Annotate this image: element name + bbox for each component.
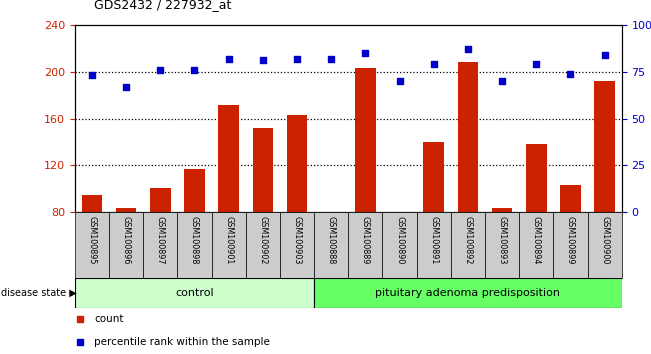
Point [326,56,337,61]
Text: GSM100896: GSM100896 [122,216,131,264]
Bar [109,212,143,278]
Point [565,71,575,76]
Point [428,61,439,67]
Point [360,50,370,56]
Bar [355,68,376,306]
Bar [253,128,273,306]
Bar [382,212,417,278]
Bar [423,142,444,306]
Bar [587,212,622,278]
Point [189,67,200,73]
Bar [150,188,171,306]
Bar [82,195,102,306]
Text: control: control [175,288,214,298]
Bar [280,212,314,278]
Bar [450,212,485,278]
Bar [553,212,587,278]
Bar [560,185,581,306]
Point [292,56,302,61]
Bar [286,115,307,306]
Bar [75,212,109,278]
Text: GSM100899: GSM100899 [566,216,575,264]
Text: GSM100894: GSM100894 [532,216,541,264]
Point [600,52,610,58]
Text: pituitary adenoma predisposition: pituitary adenoma predisposition [376,288,561,298]
Text: GSM100895: GSM100895 [87,216,96,264]
Point [497,78,507,84]
Bar [177,212,212,278]
Bar [519,212,553,278]
Bar [212,212,246,278]
Point [395,78,405,84]
Text: GSM100893: GSM100893 [497,216,506,264]
Text: disease state ▶: disease state ▶ [1,288,77,298]
Bar [314,278,622,308]
Bar [219,104,239,306]
Bar [116,208,137,306]
Text: GSM100901: GSM100901 [224,216,233,264]
Bar [458,62,478,306]
Text: GSM100890: GSM100890 [395,216,404,264]
Point [121,84,132,90]
Bar [314,212,348,278]
Bar [492,208,512,306]
Bar [485,212,519,278]
Bar [321,215,341,306]
Point [531,61,542,67]
Point [155,67,165,73]
Point [87,73,97,78]
Bar [246,212,280,278]
Text: GSM100892: GSM100892 [464,216,473,264]
Text: GSM100900: GSM100900 [600,216,609,264]
Text: GSM100891: GSM100891 [429,216,438,264]
Text: GSM100898: GSM100898 [190,216,199,264]
Bar [143,212,177,278]
Bar [75,278,314,308]
Text: GSM100888: GSM100888 [327,216,336,264]
Point [258,58,268,63]
Point [463,46,473,52]
Text: GDS2432 / 227932_at: GDS2432 / 227932_at [94,0,232,11]
Text: GSM100902: GSM100902 [258,216,268,264]
Text: GSM100889: GSM100889 [361,216,370,264]
Bar [417,212,450,278]
Text: GSM100897: GSM100897 [156,216,165,264]
Text: percentile rank within the sample: percentile rank within the sample [94,337,270,347]
Bar [348,212,382,278]
Bar [526,144,546,306]
Text: GSM100903: GSM100903 [292,216,301,264]
Bar [184,169,204,306]
Text: count: count [94,314,124,324]
Point [223,56,234,61]
Bar [594,81,615,306]
Bar [389,213,409,306]
